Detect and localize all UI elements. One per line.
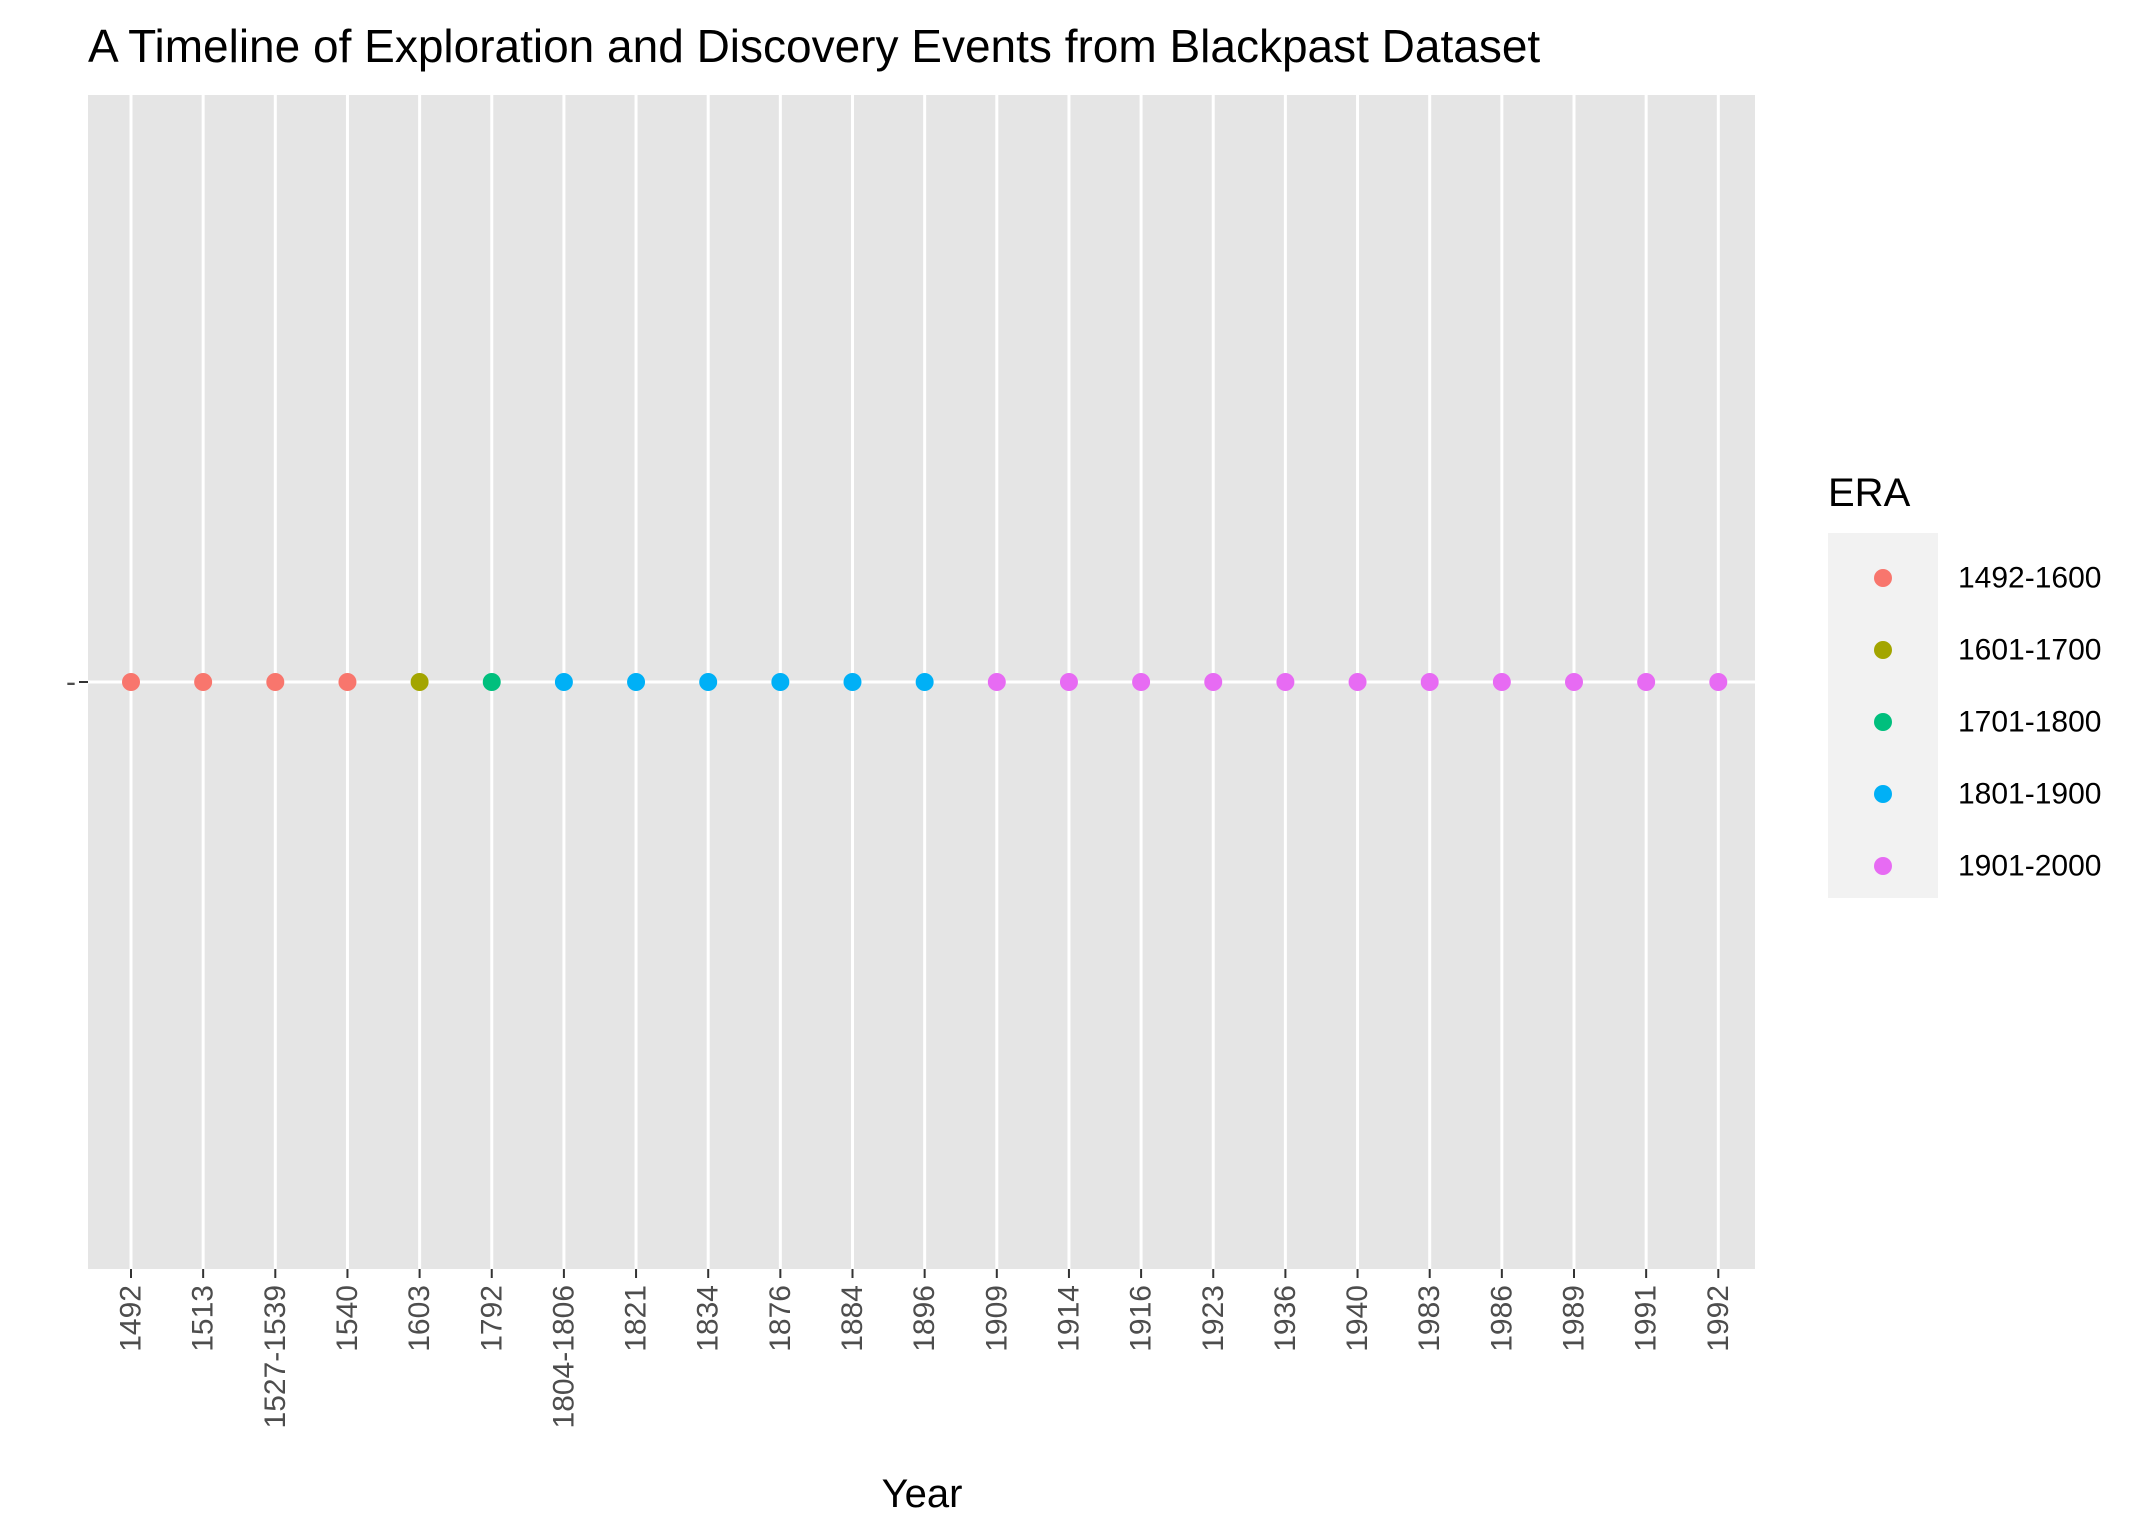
data-point: [771, 673, 790, 691]
x-tick-label: 1540: [331, 1285, 364, 1352]
legend-key-dot: [1874, 785, 1892, 803]
data-point: [1709, 673, 1728, 691]
data-point: [915, 673, 934, 691]
x-tick-label: 1914: [1052, 1285, 1085, 1352]
x-tick-label: 1603: [403, 1285, 436, 1352]
data-point: [410, 673, 429, 691]
legend-label: 1601-1700: [1958, 634, 2101, 667]
x-tick-label: 1936: [1269, 1285, 1302, 1352]
data-point: [194, 673, 213, 691]
data-point: [1348, 673, 1367, 691]
legend-label: 1701-1800: [1958, 706, 2101, 739]
x-tick-label: 1492: [115, 1285, 148, 1352]
legend-key-dot: [1874, 713, 1892, 731]
legend-key-dot: [1874, 857, 1892, 875]
legend: ERA 1492-1600 1601-1700 1701-1800 1801-1900…: [1828, 471, 2101, 898]
x-tick-label: 1983: [1413, 1285, 1446, 1352]
x-axis-ticks: 1492 1513 1527-1539 1540 1603 1792 1804-1806 18…: [115, 1269, 1735, 1428]
data-point: [699, 673, 718, 691]
x-tick-label: 1896: [908, 1285, 941, 1352]
data-point: [122, 673, 140, 691]
x-tick-label: 1821: [620, 1285, 653, 1352]
chart-title: A Timeline of Exploration and Discovery …: [88, 20, 1540, 72]
data-point: [843, 673, 862, 691]
x-tick-label: 1916: [1125, 1285, 1158, 1352]
x-tick-label: 1527-1539: [259, 1285, 292, 1428]
data-point: [1132, 673, 1151, 691]
x-tick-label: 1940: [1341, 1285, 1374, 1352]
x-tick-label: 1876: [764, 1285, 797, 1352]
x-tick-label: 1884: [836, 1285, 869, 1352]
data-point: [1637, 673, 1656, 691]
data-point: [1276, 673, 1295, 691]
legend-label: 1492-1600: [1958, 562, 2101, 595]
data-points: [122, 673, 1728, 691]
x-tick-label: 1989: [1558, 1285, 1591, 1352]
legend-title: ERA: [1828, 471, 1911, 515]
x-tick-label: 1991: [1630, 1285, 1663, 1352]
y-axis-ticks: -: [66, 666, 88, 699]
data-point: [1565, 673, 1583, 691]
x-tick-label: 1923: [1197, 1285, 1230, 1352]
legend-label: 1801-1900: [1958, 778, 2101, 811]
x-tick-label: 1986: [1485, 1285, 1518, 1352]
data-point: [266, 673, 285, 691]
data-point: [1492, 673, 1511, 691]
data-point: [987, 673, 1006, 691]
data-point: [1204, 673, 1223, 691]
data-point: [1420, 673, 1439, 691]
legend-label: 1901-2000: [1958, 850, 2101, 883]
y-tick-label: -: [66, 666, 76, 699]
x-tick-label: 1834: [692, 1285, 725, 1352]
data-point: [627, 673, 646, 691]
x-tick-label: 1909: [980, 1285, 1013, 1352]
legend-key-dot: [1874, 641, 1892, 659]
x-tick-label: 1804-1806: [547, 1285, 580, 1428]
data-point: [1059, 673, 1078, 691]
data-point: [482, 673, 501, 691]
x-tick-label: 1513: [187, 1285, 220, 1352]
legend-key-dot: [1874, 569, 1892, 587]
data-point: [554, 673, 573, 691]
data-point: [338, 673, 357, 691]
x-tick-label: 1992: [1702, 1285, 1735, 1352]
x-axis-title: Year: [882, 1472, 963, 1516]
x-tick-label: 1792: [475, 1285, 508, 1352]
